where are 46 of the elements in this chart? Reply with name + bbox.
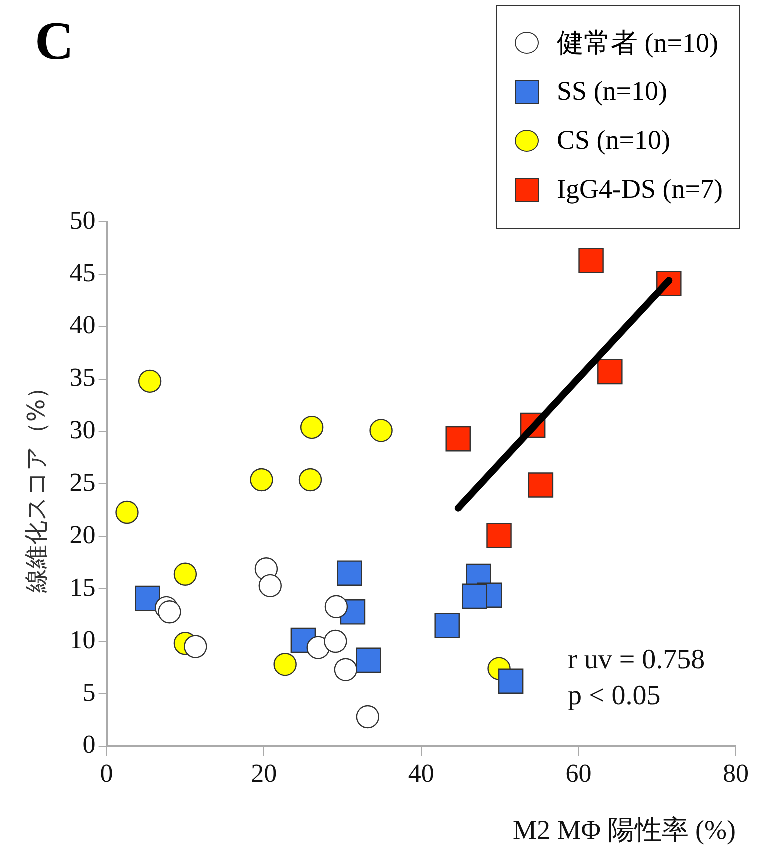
legend-label: IgG4-DS (n=7) (557, 174, 723, 205)
point (528, 472, 554, 498)
y-tick-label: 25 (70, 468, 96, 498)
x-tick-label: 60 (566, 758, 592, 788)
annotation: r uv = 0.758 (568, 644, 706, 676)
x-tick-label: 40 (408, 758, 434, 788)
point (462, 584, 488, 610)
y-tick-label: 40 (70, 310, 96, 340)
x-tick-label: 80 (723, 758, 749, 788)
point (370, 419, 393, 442)
x-tick-label: 20 (251, 758, 278, 788)
point (356, 648, 382, 674)
legend-label: 健常者 (n=10) (557, 26, 718, 60)
y-tick-label: 50 (70, 206, 96, 235)
point (274, 652, 297, 676)
y-tick-label: 10 (70, 625, 96, 654)
y-tick-label: 0 (82, 730, 96, 760)
y-tick-label: 5 (82, 678, 96, 707)
point (300, 416, 324, 440)
point (578, 248, 604, 274)
point (324, 595, 348, 619)
y-tick-label: 20 (70, 520, 96, 550)
point (116, 500, 139, 524)
x-axis-title: M2 MΦ 陽性率 (%) (513, 814, 736, 845)
legend-label: CS (n=10) (557, 125, 671, 156)
annotation: p < 0.05 (568, 680, 661, 712)
y-tick-label: 15 (70, 572, 96, 602)
point (486, 522, 512, 548)
point (337, 560, 362, 586)
point (174, 562, 198, 586)
point (184, 635, 208, 658)
chart-title: C (35, 10, 74, 72)
legend-label: SS (n=10) (557, 76, 668, 107)
y-axis-title: 線維化スコア（%） (22, 375, 51, 594)
y-tick-label: 45 (70, 258, 96, 288)
point (434, 613, 460, 638)
point (298, 468, 322, 492)
point (250, 468, 274, 492)
point (135, 586, 160, 612)
point (498, 668, 524, 694)
y-tick-label: 30 (70, 416, 96, 445)
point (138, 370, 162, 394)
point (158, 600, 182, 624)
point (598, 359, 623, 385)
point (446, 426, 471, 452)
y-tick-label: 35 (70, 363, 96, 392)
